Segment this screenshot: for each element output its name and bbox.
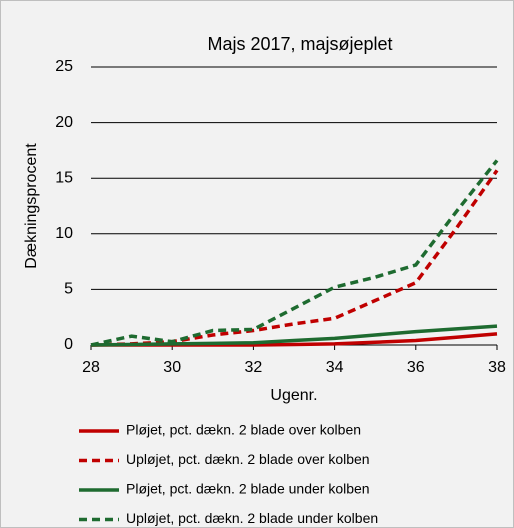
x-tick-label: 30	[163, 359, 181, 376]
y-tick-label: 0	[64, 336, 73, 353]
x-tick-label: 32	[245, 359, 263, 376]
y-axis-label: Dækningsprocent	[23, 143, 40, 269]
x-tick-label: 28	[82, 359, 100, 376]
series-line	[90, 159, 499, 347]
legend-label: Pløjet, pct. dækn. 2 blade under kolben	[126, 481, 370, 497]
y-tick-label: 10	[55, 225, 73, 242]
x-tick-label: 36	[407, 359, 425, 376]
series-line	[90, 324, 498, 347]
y-tick-label: 5	[64, 281, 73, 298]
legend-label: Upløjet, pct. dækn. 2 blade under kolben	[126, 510, 378, 526]
legend-label: Upløjet, pct. dækn. 2 blade over kolben	[126, 451, 370, 467]
x-tick-label: 38	[488, 359, 506, 376]
legend-label: Pløjet, pct. dækn. 2 blade over kolben	[126, 422, 361, 438]
x-tick-label: 34	[326, 359, 344, 376]
y-tick-label: 25	[55, 58, 73, 75]
y-tick-label: 15	[55, 169, 73, 186]
chart-title: Majs 2017, majsøjeplet	[207, 34, 392, 54]
y-tick-label: 20	[55, 114, 73, 131]
x-axis-label: Ugenr.	[270, 387, 317, 404]
